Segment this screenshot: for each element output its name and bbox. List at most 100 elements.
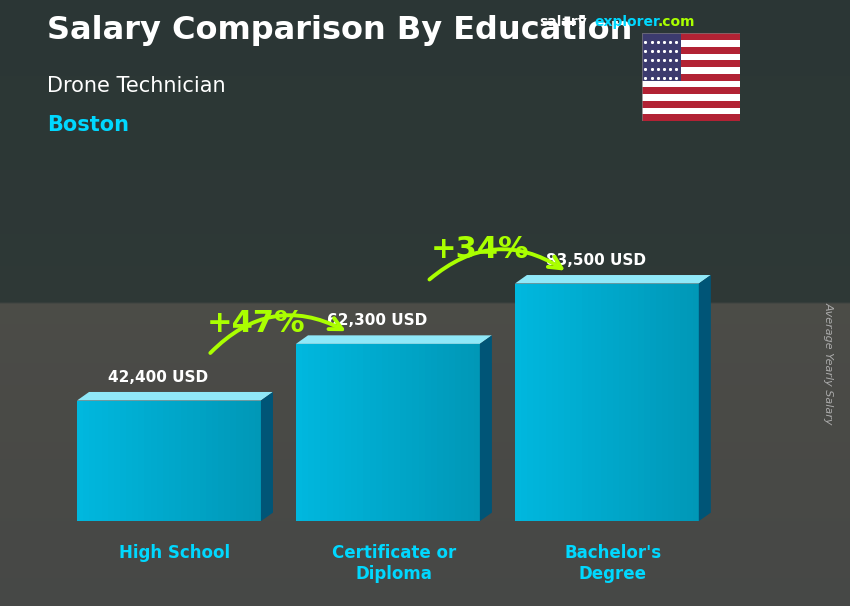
Polygon shape [656,284,662,521]
Polygon shape [339,344,345,521]
Bar [642,33,740,40]
Text: 83,500 USD: 83,500 USD [546,253,646,268]
Polygon shape [431,344,437,521]
Polygon shape [187,401,194,521]
Polygon shape [388,344,394,521]
Polygon shape [552,284,558,521]
Polygon shape [351,344,357,521]
Polygon shape [540,284,546,521]
Polygon shape [376,344,382,521]
Polygon shape [77,401,83,521]
Polygon shape [480,335,492,521]
Polygon shape [558,284,564,521]
Polygon shape [108,401,114,521]
Polygon shape [643,284,649,521]
Polygon shape [89,401,95,521]
Text: .com: .com [658,15,695,29]
Text: High School: High School [120,544,230,562]
Polygon shape [437,344,443,521]
Text: salary: salary [540,15,587,29]
Polygon shape [619,284,626,521]
Bar [642,94,740,101]
Polygon shape [314,344,320,521]
Polygon shape [533,284,540,521]
Bar [642,67,740,74]
Polygon shape [194,401,200,521]
Polygon shape [249,401,255,521]
Bar [642,108,740,115]
Text: Average Yearly Salary: Average Yearly Salary [824,302,834,425]
Polygon shape [687,284,693,521]
Polygon shape [521,284,527,521]
Polygon shape [95,401,101,521]
Bar [642,61,740,67]
Polygon shape [144,401,150,521]
Polygon shape [302,344,309,521]
Polygon shape [150,401,156,521]
Polygon shape [425,344,431,521]
Polygon shape [595,284,601,521]
Polygon shape [527,284,533,521]
Polygon shape [261,392,273,521]
Polygon shape [230,401,236,521]
Text: Drone Technician: Drone Technician [47,76,225,96]
Polygon shape [332,344,339,521]
Polygon shape [576,284,582,521]
Polygon shape [588,284,595,521]
Bar [642,81,740,87]
Polygon shape [449,344,456,521]
Polygon shape [242,401,249,521]
Bar [642,115,740,121]
Polygon shape [236,401,242,521]
Polygon shape [114,401,120,521]
Polygon shape [668,284,674,521]
Polygon shape [200,401,206,521]
Polygon shape [456,344,462,521]
Polygon shape [255,401,261,521]
Polygon shape [309,344,314,521]
Polygon shape [218,401,224,521]
Bar [642,33,681,81]
Polygon shape [320,344,326,521]
Polygon shape [570,284,576,521]
Text: 42,400 USD: 42,400 USD [108,370,208,385]
Polygon shape [296,344,302,521]
Text: +34%: +34% [431,236,530,264]
Polygon shape [175,401,181,521]
Polygon shape [582,284,588,521]
Polygon shape [345,344,351,521]
Polygon shape [370,344,376,521]
Text: Salary Comparison By Education: Salary Comparison By Education [47,15,632,46]
Polygon shape [206,401,212,521]
Polygon shape [468,344,473,521]
Bar [642,53,740,61]
Polygon shape [181,401,187,521]
Polygon shape [357,344,364,521]
Polygon shape [133,401,139,521]
Polygon shape [326,344,332,521]
Polygon shape [462,344,468,521]
Text: 62,300 USD: 62,300 USD [327,313,427,328]
Polygon shape [632,284,638,521]
Polygon shape [607,284,613,521]
Polygon shape [77,392,273,401]
Polygon shape [515,284,521,521]
Bar [642,87,740,94]
Polygon shape [699,275,711,521]
Polygon shape [212,401,218,521]
Polygon shape [601,284,607,521]
Polygon shape [638,284,643,521]
Polygon shape [418,344,425,521]
Polygon shape [169,401,175,521]
Text: Certificate or
Diploma: Certificate or Diploma [332,544,456,583]
Bar [642,47,740,53]
Polygon shape [546,284,552,521]
Polygon shape [443,344,449,521]
Polygon shape [412,344,418,521]
Polygon shape [120,401,126,521]
Bar [642,40,740,47]
Bar [642,74,740,81]
Polygon shape [83,401,89,521]
Text: +47%: +47% [207,309,306,338]
Text: Boston: Boston [47,115,128,135]
